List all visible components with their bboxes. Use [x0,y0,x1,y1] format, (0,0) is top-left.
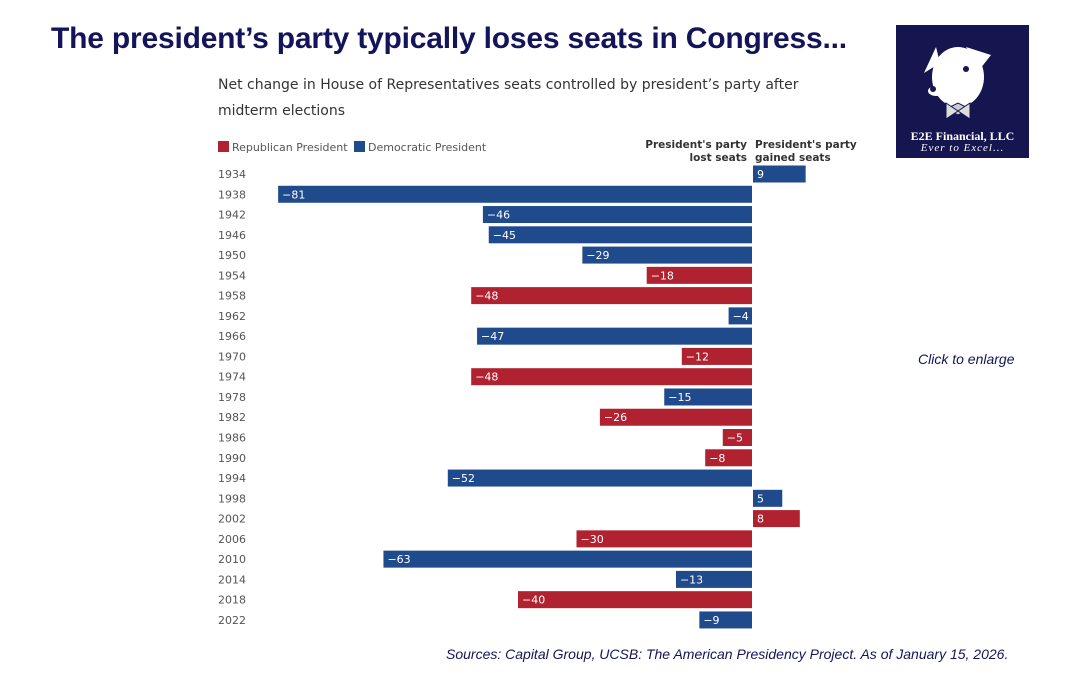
bar-1974 [471,368,752,386]
data-label: −15 [668,391,691,404]
y-tick-label: 1934 [218,168,246,181]
page-title: The president’s party typically loses se… [51,22,847,55]
bar-1990 [705,449,752,467]
bar-1966 [477,327,752,345]
bar-1998 [753,489,783,507]
bar-1950 [582,246,752,264]
data-label: 9 [757,168,764,181]
data-label: −18 [651,269,674,282]
y-tick-label: 1950 [218,249,246,262]
bar-2022 [699,611,752,629]
y-tick-label: 1958 [218,290,246,303]
data-label: −26 [604,411,627,424]
data-label: −12 [686,350,709,363]
data-label: −45 [493,229,516,242]
legend-swatch-democratic [354,141,365,152]
data-label: 8 [757,513,764,526]
data-label: −48 [475,371,498,384]
y-tick-label: 1946 [218,229,246,242]
bar-1942 [482,206,752,224]
bar-1938 [278,185,752,203]
y-tick-label: 1990 [218,452,246,465]
data-label: −4 [733,310,749,323]
bar-1934 [753,165,806,183]
legend-label-republican: Republican President [232,141,348,154]
y-tick-label: 1998 [218,492,246,505]
legend: Republican President Democratic Presiden… [218,141,487,154]
annotation-gained-1: President's party [755,139,857,151]
data-label: −46 [487,209,510,222]
y-tick-label: 1986 [218,432,246,445]
click-to-enlarge-link[interactable]: Click to enlarge [918,351,1015,367]
data-label: −40 [522,594,545,607]
chart-title: Net change in House of Representatives s… [218,77,799,119]
source-note: Sources: Capital Group, UCSB: The Americ… [446,646,1009,662]
data-label: −30 [581,533,604,546]
y-tick-label: 2022 [218,614,246,627]
annotation-lost-1: President's party [645,139,747,151]
data-label: 5 [757,492,764,505]
data-label: −52 [452,472,475,485]
bar-1962 [728,307,752,325]
annotation-gained-2: gained seats [755,152,831,164]
bar-1954 [646,266,752,284]
data-label: −48 [475,290,498,303]
y-tick-label: 2006 [218,533,246,546]
y-tick-label: 1954 [218,269,246,282]
bar-1982 [599,408,752,426]
dog-logo-icon [924,47,991,120]
y-tick-label: 2014 [218,573,246,586]
annotation-lost-2: lost seats [690,152,747,164]
data-label: −47 [481,330,504,343]
y-tick-label: 1974 [218,371,246,384]
data-label: −13 [680,573,703,586]
bar-2014 [675,570,752,588]
bar-2018 [518,591,752,609]
data-label: −9 [703,614,719,627]
y-tick-label: 1970 [218,350,246,363]
bar-1970 [681,347,752,365]
bar-1946 [488,226,752,244]
y-tick-label: 1962 [218,310,246,323]
data-label: −63 [387,553,410,566]
y-tick-label: 1938 [218,188,246,201]
y-tick-label: 1942 [218,209,246,222]
bar-1994 [447,469,752,487]
bar-2006 [576,530,752,548]
y-tick-label: 1966 [218,330,246,343]
y-tick-label: 1982 [218,411,246,424]
bar-2002 [753,510,800,528]
data-label: −29 [586,249,609,262]
bar-2010 [383,550,752,568]
legend-label-democratic: Democratic President [368,141,487,154]
y-tick-label: 2002 [218,513,246,526]
y-tick-label: 2010 [218,553,246,566]
data-label: −81 [282,188,305,201]
y-tick-label: 2018 [218,594,246,607]
company-logo[interactable]: E2E Financial, LLC Ever to Excel... [896,25,1029,158]
data-label: −8 [709,452,725,465]
y-tick-label: 1978 [218,391,246,404]
legend-swatch-republican [218,141,229,152]
y-tick-label: 1994 [218,472,246,485]
bar-1958 [471,287,752,305]
bar-1986 [722,429,752,447]
data-label: −5 [727,432,743,445]
bar-1978 [664,388,752,406]
